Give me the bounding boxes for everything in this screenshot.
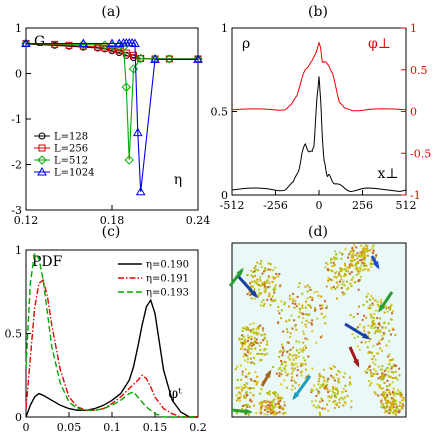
data-point xyxy=(37,166,47,176)
data-point xyxy=(124,155,134,165)
y-axis-label: G xyxy=(34,34,45,50)
series-line-η=0.191 xyxy=(25,278,198,418)
y-tick-label: 0.5 xyxy=(211,106,229,119)
series-line-η=0.193 xyxy=(25,251,198,418)
y-tick-label: 0 xyxy=(15,411,22,424)
x-tick-label: 0.1 xyxy=(103,421,121,434)
legend-entry: η=0.191 xyxy=(146,274,189,285)
data-point xyxy=(150,54,160,63)
panel-a-chart: 0.12 0.18 0.24 1 0 -1 -2 -3 Gη L=128L=256L=512L=1… xyxy=(11,22,210,227)
y2-tick-label: -0.5 xyxy=(410,147,431,160)
data-point xyxy=(107,38,117,47)
y-tick-label: 0 xyxy=(221,189,228,202)
y-tick-label: 0 xyxy=(15,68,22,81)
panel-label-c: (c) xyxy=(102,224,121,240)
legend-entry: L=256 xyxy=(54,144,88,155)
y2-axis-label: φ⊥ xyxy=(368,36,391,52)
y-tick-label: -3 xyxy=(11,204,22,217)
x-tick-label: 0 xyxy=(23,421,30,434)
y2-tick-label: 0 xyxy=(410,106,417,119)
panel-d-snapshot xyxy=(228,242,407,418)
data-point xyxy=(193,54,203,64)
data-point xyxy=(122,49,130,57)
x-tick-label: 256 xyxy=(352,199,373,212)
x-tick-label: 0.2 xyxy=(189,421,207,434)
y-axis-label: PDF xyxy=(32,254,63,270)
panel-c-chart: 0 0.05 0.1 0.15 0.210.50PDFφᵗη=0.190η=0.191η… xyxy=(5,244,207,434)
legend-entry: η=0.193 xyxy=(146,288,189,299)
y-tick-label: 1 xyxy=(221,22,228,35)
legend-entry: η=0.190 xyxy=(146,260,189,271)
data-point xyxy=(135,53,146,64)
data-point xyxy=(130,51,137,59)
data-point xyxy=(115,47,123,55)
arrow-head xyxy=(264,369,272,378)
data-point xyxy=(94,43,102,51)
arrow-head xyxy=(292,392,300,401)
x-tick-label: -256 xyxy=(263,199,288,212)
series-line xyxy=(26,42,198,192)
data-point xyxy=(38,144,46,152)
series-L=512 xyxy=(21,38,203,165)
arrow-head xyxy=(353,359,360,368)
x-tick-label: -512 xyxy=(220,199,245,212)
x-tick-label: 0.15 xyxy=(143,421,168,434)
data-point xyxy=(38,132,46,140)
legend-entry: L=128 xyxy=(54,132,88,143)
y-tick-label: 1 xyxy=(15,244,22,257)
arrow-head xyxy=(236,267,244,276)
series-L=1024 xyxy=(21,38,203,196)
panel-a-frame xyxy=(25,27,199,211)
snapshot-arrows xyxy=(228,255,394,415)
data-point xyxy=(65,41,73,49)
x-tick-label: 0.12 xyxy=(14,214,39,227)
data-point xyxy=(132,127,143,137)
y-tick-label: -1 xyxy=(11,113,22,126)
data-point xyxy=(121,82,132,92)
data-point xyxy=(193,54,203,63)
y2-tick-label: 1 xyxy=(410,22,417,35)
data-point xyxy=(164,54,175,64)
x-tick-label: 0.18 xyxy=(100,214,125,227)
panel-b-chart: -512 -256 0 256 512 1 0.5 0 1 0.5 0 -0.5 -1 ρ φ⊥ x⊥ xyxy=(211,22,432,212)
x-tick-label: 512 xyxy=(396,199,417,212)
y-tick-label: -2 xyxy=(11,159,22,172)
data-point xyxy=(21,38,31,47)
arrow-head xyxy=(244,408,253,415)
series-line-rho xyxy=(231,76,407,193)
arrow-head xyxy=(378,304,386,313)
panel-label-d: (d) xyxy=(308,224,328,240)
x-axis-label: x⊥ xyxy=(377,166,398,182)
arrow-head xyxy=(362,332,371,340)
data-point xyxy=(21,38,31,49)
data-point xyxy=(78,38,89,47)
data-point xyxy=(135,186,146,196)
series-line-phi xyxy=(231,41,407,112)
x-tick-label: 0.24 xyxy=(186,214,211,227)
panel-label-a: (a) xyxy=(101,4,120,20)
y-tick-label: 1 xyxy=(15,22,22,35)
series-line-η=0.190 xyxy=(25,298,198,418)
y2-tick-label: -1 xyxy=(410,189,421,202)
legend-entry: L=1024 xyxy=(54,168,94,179)
panel-label-b: (b) xyxy=(308,4,328,20)
x-axis-label: η xyxy=(174,172,182,188)
legend-entry: L=512 xyxy=(54,156,88,167)
y-tick-label: 0.5 xyxy=(5,328,23,341)
y-axis-label: ρ xyxy=(242,36,250,52)
snapshot-density-field xyxy=(234,244,405,416)
arrow-head xyxy=(250,290,259,299)
data-point xyxy=(37,155,47,165)
arrow-head xyxy=(372,261,380,270)
data-point xyxy=(130,38,140,47)
x-tick-label: 0 xyxy=(316,199,323,212)
y2-tick-label: 0.5 xyxy=(410,64,428,77)
x-tick-label: 0.05 xyxy=(57,421,82,434)
